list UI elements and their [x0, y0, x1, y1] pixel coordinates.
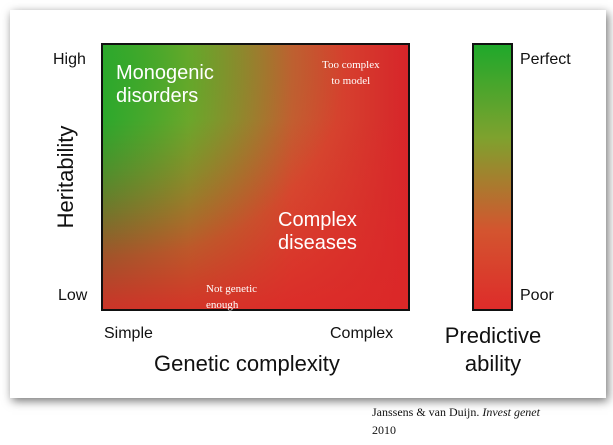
- x-axis-label: Genetic complexity: [154, 351, 340, 376]
- monogenic-disorders-label: Monogenic disorders: [116, 62, 214, 108]
- scale-title-line1: Predictive: [444, 323, 542, 348]
- scale-title: Predictive ability: [438, 322, 548, 378]
- monogenic-line2: disorders: [116, 85, 199, 107]
- citation: Janssens & van Duijn. Invest genet 2010: [372, 403, 540, 439]
- square-gradient-overlay: [103, 45, 408, 309]
- too-complex-label: Too complex to model: [322, 57, 380, 89]
- monogenic-line1: Monogenic: [116, 62, 214, 84]
- scale-top-label: Perfect: [520, 51, 571, 68]
- scale-title-line2: ability: [464, 351, 522, 376]
- too-complex-line1: Too complex: [322, 59, 380, 71]
- citation-line1: Janssens & van Duijn. Invest genet: [372, 403, 540, 421]
- not-genetic-line1: Not genetic: [206, 283, 258, 295]
- complex-diseases-label: Complex diseases: [278, 209, 357, 255]
- not-genetic-line2: enough: [206, 299, 239, 311]
- y-axis-high-label: High: [53, 51, 86, 68]
- too-complex-line2: to model: [331, 75, 371, 87]
- complex-diseases-line2: diseases: [278, 232, 357, 254]
- x-axis-complex-label: Complex: [330, 325, 394, 342]
- citation-year: 2010: [372, 423, 396, 437]
- not-genetic-label: Not genetic enough: [206, 281, 257, 313]
- complex-diseases-line1: Complex: [278, 209, 357, 231]
- x-axis-simple-label: Simple: [104, 325, 153, 342]
- heritability-complexity-square: [101, 43, 410, 311]
- citation-authors: Janssens & van Duijn.: [372, 405, 480, 419]
- scale-bottom-label: Poor: [520, 287, 554, 304]
- y-axis-low-label: Low: [58, 287, 88, 304]
- predictive-ability-bar: [472, 43, 513, 311]
- y-axis-label: Heritability: [53, 125, 78, 229]
- citation-journal: Invest genet: [482, 405, 540, 419]
